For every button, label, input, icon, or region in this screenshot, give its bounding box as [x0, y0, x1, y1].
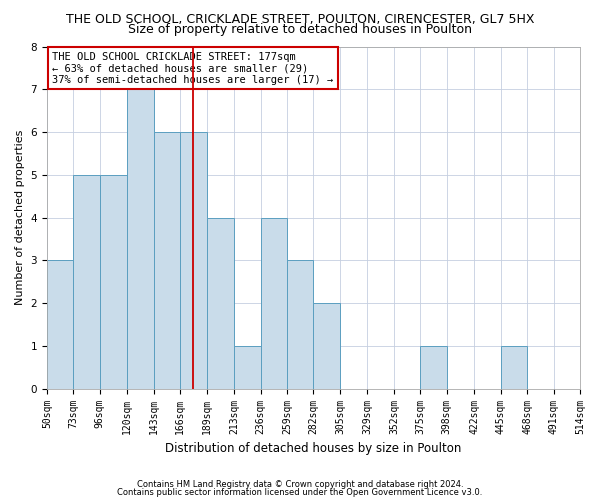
- Bar: [100, 175, 127, 388]
- Text: Size of property relative to detached houses in Poulton: Size of property relative to detached ho…: [128, 22, 472, 36]
- Bar: [47, 260, 73, 388]
- Text: THE OLD SCHOOL CRICKLADE STREET: 177sqm
← 63% of detached houses are smaller (29: THE OLD SCHOOL CRICKLADE STREET: 177sqm …: [52, 52, 334, 85]
- Bar: [154, 132, 180, 388]
- Bar: [234, 346, 260, 389]
- Y-axis label: Number of detached properties: Number of detached properties: [15, 130, 25, 306]
- Bar: [206, 218, 234, 388]
- Bar: [313, 303, 340, 388]
- Text: Contains public sector information licensed under the Open Government Licence v3: Contains public sector information licen…: [118, 488, 482, 497]
- Bar: [260, 218, 287, 388]
- Text: THE OLD SCHOOL, CRICKLADE STREET, POULTON, CIRENCESTER, GL7 5HX: THE OLD SCHOOL, CRICKLADE STREET, POULTO…: [66, 12, 534, 26]
- Bar: [501, 346, 527, 389]
- X-axis label: Distribution of detached houses by size in Poulton: Distribution of detached houses by size …: [165, 442, 461, 455]
- Bar: [421, 346, 447, 389]
- Bar: [287, 260, 313, 388]
- Bar: [180, 132, 206, 388]
- Bar: [73, 175, 100, 388]
- Bar: [127, 90, 154, 389]
- Text: Contains HM Land Registry data © Crown copyright and database right 2024.: Contains HM Land Registry data © Crown c…: [137, 480, 463, 489]
